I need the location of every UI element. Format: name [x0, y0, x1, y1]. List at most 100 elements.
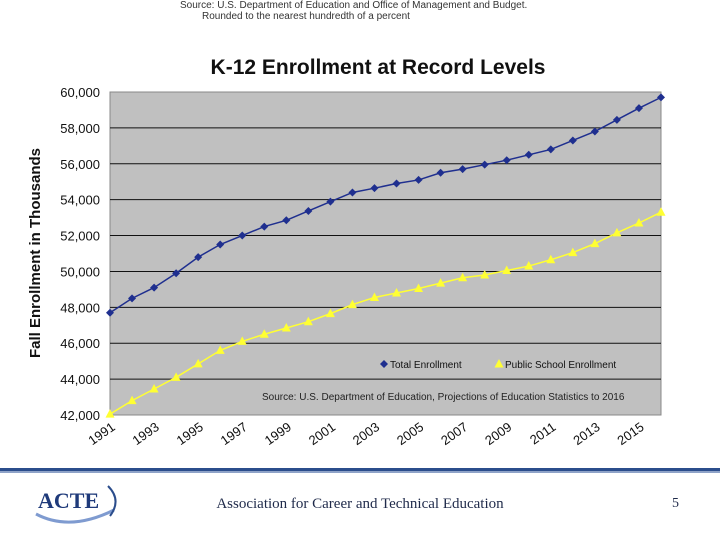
- total-enrollment-point: [436, 168, 445, 177]
- page-number: 5: [672, 496, 679, 511]
- x-tick-label: 2003: [350, 419, 382, 448]
- y-axis-label: Fall Enrollment in Thousands: [27, 148, 44, 358]
- public-school-enrollment-point: [193, 358, 203, 368]
- y-tick-label: 48,000: [60, 300, 100, 315]
- public-school-enrollment-point: [149, 383, 159, 393]
- y-tick-label: 60,000: [60, 85, 100, 100]
- total-enrollment-point: [392, 179, 401, 188]
- enrollment-chart: K-12 Enrollment at Record Levels 42,0004…: [27, 56, 666, 448]
- y-tick-label: 56,000: [60, 157, 100, 172]
- total-enrollment-point: [458, 165, 467, 174]
- public-school-enrollment-point: [127, 395, 137, 405]
- y-tick-label: 50,000: [60, 264, 100, 279]
- legend: Total Enrollment Public School Enrollment: [380, 359, 616, 371]
- total-enrollment-point: [348, 188, 357, 197]
- x-tick-label: 2011: [527, 419, 559, 447]
- organization-name: Association for Career and Technical Edu…: [216, 496, 504, 512]
- total-enrollment-point: [216, 240, 225, 249]
- series-layer: [105, 93, 666, 418]
- total-enrollment-point: [590, 127, 599, 136]
- logo-text: ACTE: [38, 488, 99, 513]
- public-school-enrollment-series: [105, 207, 666, 418]
- public-school-enrollment-point: [237, 336, 247, 345]
- total-enrollment-point: [282, 216, 291, 225]
- public-school-enrollment-point: [259, 329, 269, 338]
- public-school-enrollment-point: [502, 265, 512, 275]
- total-enrollment-point: [238, 231, 247, 240]
- x-tick-label: 1993: [130, 419, 162, 448]
- y-tick-label: 54,000: [60, 193, 100, 208]
- public-school-enrollment-point: [281, 322, 291, 332]
- footer-rule: [0, 468, 720, 471]
- x-tick-label: 1999: [262, 419, 294, 448]
- x-tick-label: 2013: [570, 419, 602, 448]
- total-enrollment-point: [524, 150, 533, 159]
- total-enrollment-point: [150, 283, 159, 292]
- total-enrollment-point: [502, 156, 511, 165]
- chart-title: K-12 Enrollment at Record Levels: [211, 56, 546, 79]
- total-enrollment-point: [194, 253, 203, 262]
- x-tick-label: 1995: [174, 419, 206, 448]
- public-school-enrollment-point: [392, 287, 402, 297]
- source-note: Source: U.S. Department of Education and…: [180, 0, 580, 22]
- total-enrollment-point: [568, 136, 577, 145]
- public-school-enrollment-point: [414, 283, 424, 292]
- total-enrollment-point: [634, 104, 643, 113]
- total-enrollment-point: [106, 308, 114, 317]
- total-enrollment-point: [370, 184, 379, 193]
- x-tick-label: 2015: [614, 419, 646, 448]
- total-enrollment-point: [414, 175, 423, 184]
- y-tick-label: 52,000: [60, 229, 100, 244]
- public-school-enrollment-point: [590, 238, 600, 248]
- public-school-enrollment-point: [325, 308, 335, 318]
- public-school-enrollment-point: [436, 278, 446, 287]
- legend-marker-total-enrollment: [380, 360, 388, 368]
- footer-rule-accent: [0, 471, 720, 473]
- public-school-enrollment-point: [568, 247, 578, 257]
- total-enrollment-line: [109, 96, 662, 314]
- total-enrollment-series: [106, 93, 665, 317]
- public-school-enrollment-line: [109, 211, 662, 415]
- chart-source-annotation: Source: U.S. Department of Education, Pr…: [262, 392, 625, 403]
- x-tick-labels: 1991 1993 1995 1997 1999 2001 2003 2005 2007 2009…: [85, 419, 646, 448]
- x-tick-label: 1991: [85, 419, 117, 448]
- source-note-line-1: Source: U.S. Department of Education and…: [180, 0, 528, 11]
- legend-marker-public-school-enrollment: [494, 359, 504, 368]
- public-school-enrollment-point: [303, 316, 313, 326]
- public-school-enrollment-point: [347, 299, 357, 309]
- total-enrollment-point: [326, 197, 335, 206]
- public-school-enrollment-point: [546, 254, 556, 264]
- public-school-enrollment-point: [215, 345, 225, 354]
- source-note-line-2: Rounded to the nearest hundredth of a pe…: [202, 11, 410, 22]
- public-school-enrollment-point: [656, 207, 666, 216]
- total-enrollment-point: [260, 222, 269, 231]
- public-school-enrollment-point: [369, 292, 379, 301]
- x-tick-label: 2009: [482, 419, 514, 448]
- x-tick-label: 2001: [306, 419, 338, 448]
- y-tick-label: 46,000: [60, 336, 100, 351]
- total-enrollment-point: [128, 294, 137, 303]
- legend-label-public-school-enrollment: Public School Enrollment: [505, 360, 616, 371]
- total-enrollment-point: [304, 206, 313, 215]
- public-school-enrollment-point: [105, 409, 115, 418]
- total-enrollment-point: [172, 269, 181, 278]
- public-school-enrollment-point: [634, 217, 644, 227]
- public-school-enrollment-point: [458, 272, 468, 282]
- public-school-enrollment-point: [171, 372, 181, 381]
- legend-label-total-enrollment: Total Enrollment: [390, 360, 462, 371]
- public-school-enrollment-point: [612, 227, 622, 237]
- x-tick-label: 2007: [438, 419, 470, 448]
- y-tick-label: 42,000: [60, 408, 100, 423]
- total-enrollment-point: [546, 145, 555, 154]
- total-enrollment-point: [612, 115, 621, 124]
- acte-logo: ACTE: [30, 480, 120, 530]
- gridlines: [110, 127, 661, 380]
- y-tick-label: 44,000: [60, 372, 100, 387]
- public-school-enrollment-point: [480, 270, 490, 279]
- public-school-enrollment-point: [524, 261, 534, 270]
- total-enrollment-point: [480, 160, 489, 169]
- x-tick-label: 1997: [218, 419, 250, 448]
- y-tick-labels: 42,000 44,000 46,000 48,000 50,000 52,000 54,0…: [60, 85, 100, 423]
- total-enrollment-point: [657, 93, 665, 102]
- y-tick-label: 58,000: [60, 121, 100, 136]
